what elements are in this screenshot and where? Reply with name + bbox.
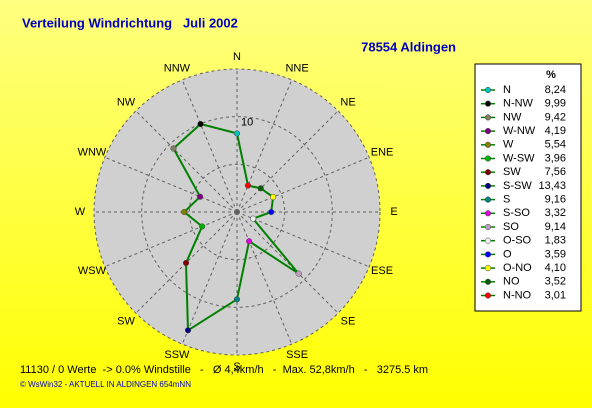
r-tick-label: 10 — [241, 117, 253, 129]
direction-label: N — [233, 51, 241, 63]
direction-label: NW — [117, 96, 136, 108]
legend-value: 9,14 — [545, 221, 566, 233]
direction-label: S — [233, 361, 240, 373]
legend-marker — [484, 86, 492, 94]
marker — [233, 296, 241, 303]
marker — [197, 193, 204, 200]
footer: 11130 / 0 Werte -> 0.0% Windstille - Ø 4… — [20, 364, 428, 376]
marker — [182, 259, 190, 267]
legend-marker — [484, 128, 492, 135]
marker — [197, 120, 204, 128]
legend-header: % — [546, 69, 556, 81]
direction-label: NNW — [164, 63, 191, 75]
direction-label: W — [75, 206, 86, 218]
marker — [199, 223, 206, 230]
legend-value: 3,52 — [545, 276, 566, 288]
legend-label: N-NO — [503, 289, 532, 301]
chart-title: Verteilung Windrichtung Juli 2002 — [22, 15, 238, 30]
marker — [257, 185, 264, 192]
legend-label: O-SO — [503, 235, 532, 247]
marker — [268, 208, 275, 216]
marker — [181, 208, 188, 216]
legend-label: S-SO — [503, 207, 530, 219]
direction-label: WSW — [78, 265, 107, 277]
legend-marker — [484, 169, 492, 176]
direction-label: NNE — [285, 63, 308, 75]
legend-marker — [484, 265, 492, 272]
legend-label: SO — [503, 221, 519, 233]
legend-marker — [484, 182, 492, 189]
marker — [250, 215, 257, 222]
legend-value: 9,42 — [545, 111, 566, 123]
direction-label: SSW — [164, 349, 190, 361]
legend-marker — [484, 100, 492, 107]
legend-label: N-NW — [503, 98, 534, 110]
direction-label: SSE — [286, 349, 308, 361]
legend-label: NW — [503, 111, 522, 123]
legend-value: 7,56 — [545, 166, 566, 178]
legend-marker — [484, 223, 492, 231]
legend-label: W-NW — [503, 125, 536, 137]
legend-label: SW — [503, 166, 521, 178]
marker — [244, 182, 252, 189]
marker — [270, 193, 277, 201]
legend-value: 1,83 — [545, 235, 566, 247]
direction-label: E — [390, 206, 397, 218]
credit: © WsWin32 - AKTUELL IN ALDINGEN 654mNN — [20, 380, 191, 389]
legend-label: O-NO — [503, 262, 532, 274]
grid-circle — [188, 163, 286, 261]
legend-marker — [484, 278, 492, 285]
legend-value: 9,16 — [545, 194, 566, 206]
legend-label: O — [503, 248, 512, 260]
marker — [295, 270, 302, 277]
direction-label: WNW — [78, 147, 107, 159]
station-name: 78554 Aldingen — [361, 39, 456, 54]
direction-label: NE — [340, 96, 355, 108]
legend-value: 3,59 — [545, 248, 566, 260]
legend-label: N — [503, 84, 511, 96]
legend-value: 13,43 — [538, 180, 566, 192]
marker — [233, 130, 241, 137]
direction-label: SE — [341, 316, 356, 328]
legend-label: S-SW — [503, 180, 532, 192]
legend-marker — [484, 251, 492, 258]
marker — [184, 327, 192, 334]
legend-box — [474, 63, 582, 312]
legend-marker — [484, 196, 492, 203]
legend-value: 9,99 — [545, 98, 566, 110]
legend-label: S — [503, 194, 510, 206]
direction-label: SW — [117, 316, 135, 328]
legend-label: W-SW — [503, 152, 535, 164]
legend-label: NO — [503, 276, 520, 288]
grid-circle — [93, 68, 381, 356]
legend-value: 8,24 — [545, 84, 566, 96]
legend-marker — [484, 292, 492, 299]
legend-marker — [484, 114, 492, 121]
marker — [246, 238, 253, 245]
direction-label: ESE — [371, 265, 393, 277]
legend-marker — [484, 210, 492, 217]
grid-circle — [141, 116, 333, 308]
legend-value: 4,10 — [545, 262, 566, 274]
legend-value: 5,54 — [545, 139, 566, 151]
legend-value: 3,32 — [545, 207, 566, 219]
legend-value: 4,19 — [545, 125, 566, 137]
legend-marker — [484, 237, 492, 244]
legend-marker — [484, 155, 492, 162]
legend-value: 3,96 — [545, 152, 566, 164]
marker — [170, 145, 177, 152]
legend-marker — [484, 141, 492, 148]
direction-label: ENE — [371, 147, 394, 159]
legend-label: W — [503, 139, 514, 151]
legend-value: 3,01 — [545, 289, 566, 301]
